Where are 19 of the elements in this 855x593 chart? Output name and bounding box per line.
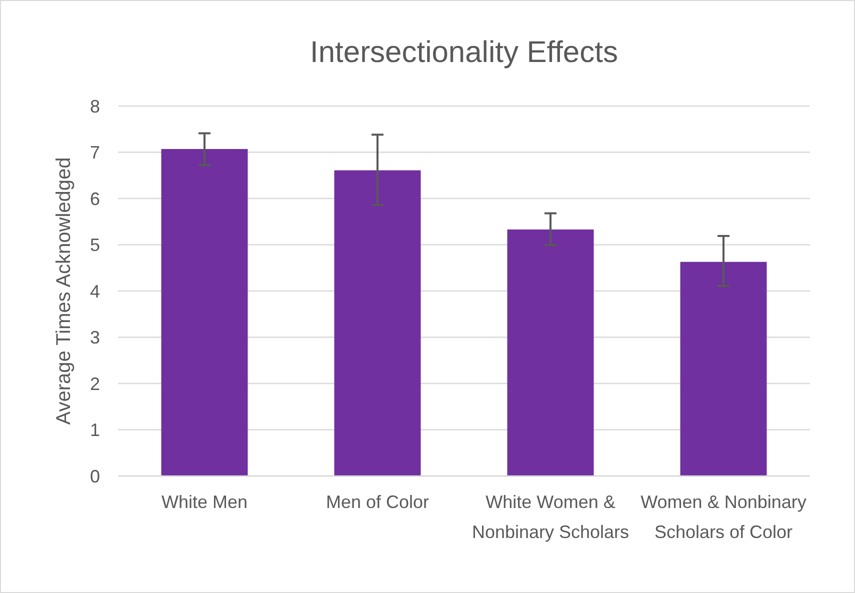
- x-tick-label: Men of Color: [326, 492, 430, 512]
- y-tick-label: 7: [90, 142, 100, 163]
- y-tick-label: 4: [90, 281, 100, 302]
- y-tick-label: 2: [90, 374, 100, 394]
- y-tick-label: 3: [90, 328, 100, 348]
- x-tick-label: Women & Nonbinary Scholars of Color: [640, 492, 806, 542]
- bar: [161, 149, 248, 476]
- x-tick-label: White Women & Nonbinary Scholars: [472, 492, 630, 542]
- y-axis-title: Average Times Acknowledged: [53, 157, 75, 425]
- y-tick-label: 6: [90, 188, 100, 209]
- x-tick-label: White Men: [161, 492, 248, 512]
- y-tick-label: 8: [90, 96, 100, 116]
- y-tick-label: 0: [90, 466, 100, 486]
- bar: [334, 170, 421, 476]
- bar: [507, 229, 594, 476]
- y-tick-label: 1: [90, 420, 100, 440]
- bar: [680, 262, 767, 476]
- y-tick-label: 5: [90, 235, 100, 256]
- chart-title: Intersectionality Effects: [310, 36, 618, 69]
